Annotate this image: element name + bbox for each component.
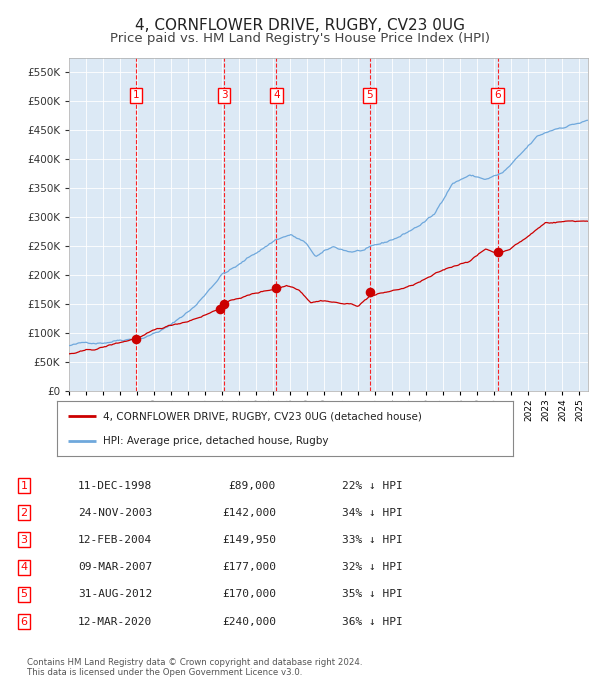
Text: HPI: Average price, detached house, Rugby: HPI: Average price, detached house, Rugb…: [103, 437, 328, 447]
Text: 22% ↓ HPI: 22% ↓ HPI: [342, 481, 403, 490]
Text: 12-FEB-2004: 12-FEB-2004: [78, 535, 152, 545]
Text: Contains HM Land Registry data © Crown copyright and database right 2024.
This d: Contains HM Land Registry data © Crown c…: [27, 658, 362, 677]
Text: 1: 1: [20, 481, 28, 490]
Text: 34% ↓ HPI: 34% ↓ HPI: [342, 508, 403, 517]
Text: 5: 5: [20, 590, 28, 599]
Point: [272, 283, 281, 294]
Text: 6: 6: [20, 617, 28, 626]
Text: 3: 3: [20, 535, 28, 545]
Text: 2: 2: [20, 508, 28, 517]
Text: 4: 4: [20, 562, 28, 572]
Text: 12-MAR-2020: 12-MAR-2020: [78, 617, 152, 626]
Point: [215, 303, 225, 314]
Text: £240,000: £240,000: [222, 617, 276, 626]
Text: £89,000: £89,000: [229, 481, 276, 490]
Point: [131, 334, 141, 345]
Point: [220, 299, 229, 309]
Text: 24-NOV-2003: 24-NOV-2003: [78, 508, 152, 517]
Text: 35% ↓ HPI: 35% ↓ HPI: [342, 590, 403, 599]
Text: 5: 5: [367, 90, 373, 101]
Text: Price paid vs. HM Land Registry's House Price Index (HPI): Price paid vs. HM Land Registry's House …: [110, 32, 490, 45]
Point: [365, 287, 374, 298]
Text: £142,000: £142,000: [222, 508, 276, 517]
Text: 4, CORNFLOWER DRIVE, RUGBY, CV23 0UG (detached house): 4, CORNFLOWER DRIVE, RUGBY, CV23 0UG (de…: [103, 411, 421, 422]
Text: £149,950: £149,950: [222, 535, 276, 545]
Text: £177,000: £177,000: [222, 562, 276, 572]
Text: 32% ↓ HPI: 32% ↓ HPI: [342, 562, 403, 572]
Text: 36% ↓ HPI: 36% ↓ HPI: [342, 617, 403, 626]
Text: 1: 1: [133, 90, 139, 101]
Text: 11-DEC-1998: 11-DEC-1998: [78, 481, 152, 490]
Text: 33% ↓ HPI: 33% ↓ HPI: [342, 535, 403, 545]
Text: 6: 6: [494, 90, 501, 101]
Text: £170,000: £170,000: [222, 590, 276, 599]
Text: 09-MAR-2007: 09-MAR-2007: [78, 562, 152, 572]
Text: 31-AUG-2012: 31-AUG-2012: [78, 590, 152, 599]
Text: 3: 3: [221, 90, 227, 101]
Text: 4: 4: [273, 90, 280, 101]
Point: [493, 246, 502, 257]
Text: 4, CORNFLOWER DRIVE, RUGBY, CV23 0UG: 4, CORNFLOWER DRIVE, RUGBY, CV23 0UG: [135, 18, 465, 33]
